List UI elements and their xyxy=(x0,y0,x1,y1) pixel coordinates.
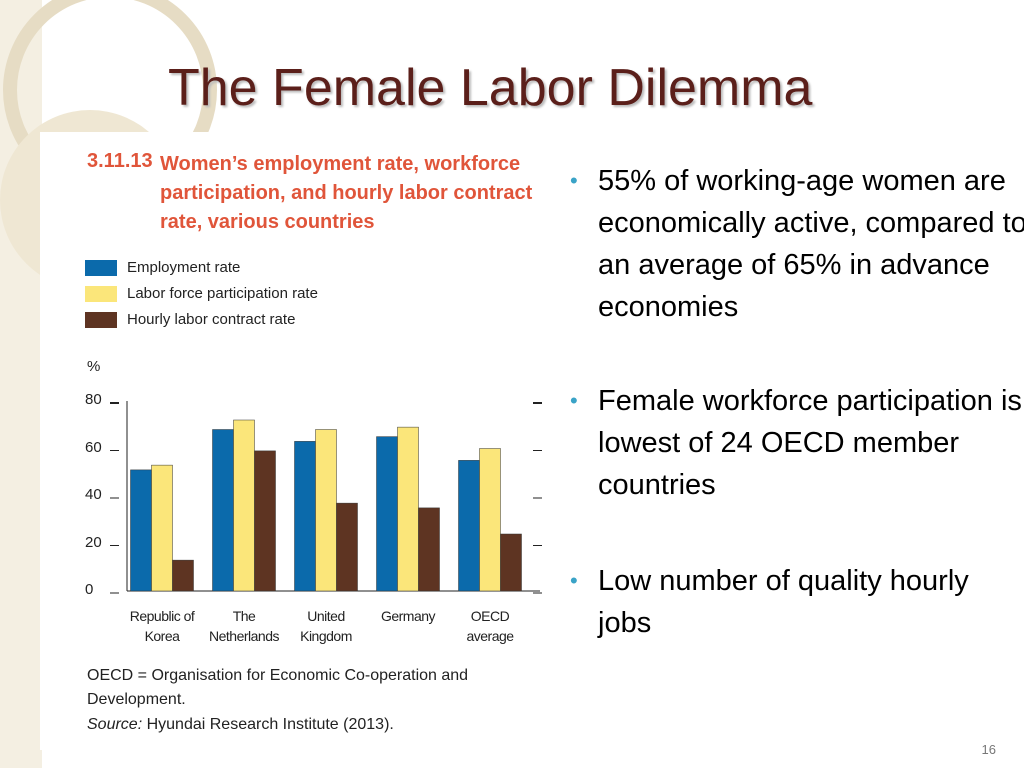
y-axis-label: % xyxy=(87,358,101,375)
bar xyxy=(458,460,480,592)
legend-swatch xyxy=(85,312,117,328)
x-tick-label: The Netherlands xyxy=(209,608,280,644)
x-tick-label: Republic of Korea xyxy=(129,608,195,644)
bar xyxy=(336,502,358,592)
x-tick-label: OECD average xyxy=(466,608,514,644)
bar xyxy=(233,419,255,592)
chart-title: Women’s employment rate, workforce parti… xyxy=(160,153,533,233)
bullet: Female workforce participation is lowest… xyxy=(570,380,1024,506)
bullet: Low number of quality hourly jobs xyxy=(570,560,1024,644)
bar xyxy=(151,464,173,592)
y-tick-label: 60 xyxy=(85,438,102,456)
bar xyxy=(294,441,316,592)
legend-swatch xyxy=(85,260,117,276)
page-number: 16 xyxy=(981,742,996,757)
legend-label: Labor force participation rate xyxy=(127,285,318,302)
legend-label: Employment rate xyxy=(127,259,241,276)
chart-source: Source: Hyundai Research Institute (2013… xyxy=(87,716,394,734)
legend-label: Hourly labor contract rate xyxy=(127,311,296,328)
bar xyxy=(418,507,440,592)
bar xyxy=(315,429,337,592)
bar xyxy=(500,533,522,592)
bar xyxy=(212,429,234,592)
x-tick-label: United Kingdom xyxy=(300,608,352,644)
legend-swatch xyxy=(85,286,117,302)
y-tick-label: 80 xyxy=(85,391,102,408)
y-tick-label: 0 xyxy=(85,581,94,598)
chart-panel xyxy=(40,132,550,750)
figure-number: 3.11.13 xyxy=(87,150,153,172)
x-tick-label: Germany xyxy=(380,608,436,624)
y-tick-label: 40 xyxy=(85,486,102,503)
bullet: 55% of working-age women are economicall… xyxy=(570,160,1024,328)
chart-note: OECD = Organisation for Economic Co-oper… xyxy=(87,667,469,708)
source-text: Hyundai Research Institute (2013). xyxy=(146,716,394,733)
bar xyxy=(254,450,276,592)
bar xyxy=(479,448,501,592)
bar xyxy=(172,559,194,592)
bar xyxy=(130,469,152,592)
source-label: Source: xyxy=(87,716,143,733)
bar xyxy=(376,436,398,592)
y-tick-label: 20 xyxy=(85,533,102,551)
bar xyxy=(397,426,419,592)
slide-title: The Female Labor Dilemma xyxy=(168,59,813,117)
